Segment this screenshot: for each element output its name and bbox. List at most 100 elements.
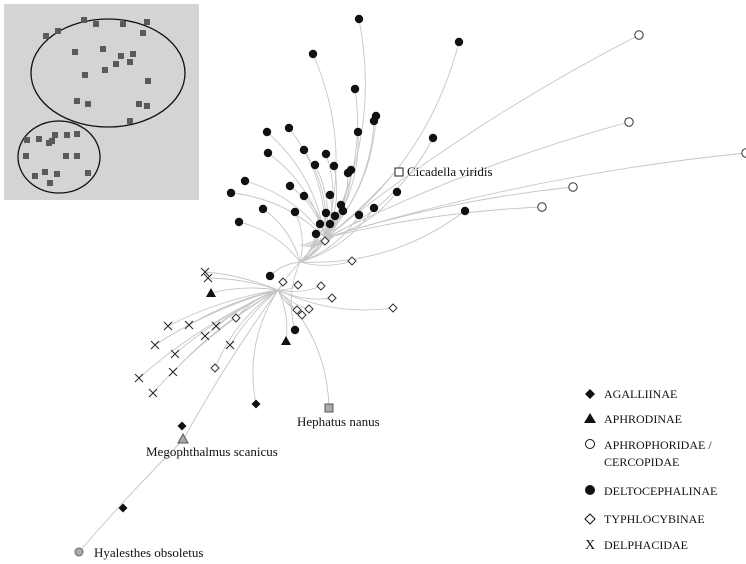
deltocephalinae-node xyxy=(460,206,470,216)
delphacidae-node xyxy=(203,273,213,283)
inset-taxon-square xyxy=(144,103,150,109)
tree-branch xyxy=(138,289,279,379)
tree-branch xyxy=(244,180,326,239)
delphacidae-node xyxy=(211,321,221,331)
deltocephalinae-node xyxy=(308,49,318,59)
tree-branch xyxy=(277,289,394,311)
megophthalmus-scanicus-node xyxy=(177,432,189,444)
deltocephalinae-node xyxy=(240,176,250,186)
legend-label-aphrophoridae: APHROPHORIDAE / xyxy=(604,438,712,452)
inset-taxon-square xyxy=(127,118,133,124)
deltocephalinae-node xyxy=(226,188,236,198)
inset-large-cluster-ellipse xyxy=(30,18,186,128)
deltocephalinae-node xyxy=(338,206,348,216)
tree-branch xyxy=(299,207,375,263)
legend-filled-triangle-icon xyxy=(584,413,596,423)
deltocephalinae-node xyxy=(325,219,335,229)
deltocephalinae-node xyxy=(258,204,268,214)
legend-open-diamond-icon xyxy=(584,513,596,525)
deltocephalinae-node xyxy=(392,187,402,197)
delphacidae-node xyxy=(184,320,194,330)
typhlocybinae-node xyxy=(293,280,303,290)
typhlocybinae-node xyxy=(316,281,326,291)
inset-taxon-square xyxy=(42,169,48,175)
deltocephalinae-node xyxy=(290,207,300,217)
delphacidae-node xyxy=(150,340,160,350)
deltocephalinae-node xyxy=(263,148,273,158)
tree-branch xyxy=(277,285,322,292)
typhlocybinae-node xyxy=(320,236,330,246)
inset-taxon-square xyxy=(43,33,49,39)
hyalesthes-obsoletus-label: Hyalesthes obsoletus xyxy=(94,545,203,560)
deltocephalinae-node xyxy=(369,203,379,213)
inset-small-cluster-ellipse xyxy=(17,120,101,194)
deltocephalinae-node xyxy=(354,14,364,24)
deltocephalinae-node xyxy=(311,229,321,239)
deltocephalinae-node xyxy=(454,37,464,47)
inset-taxon-square xyxy=(49,138,55,144)
typhlocybinae-node xyxy=(278,277,288,287)
inset-taxon-square xyxy=(55,28,61,34)
typhlocybinae-node xyxy=(304,304,314,314)
delphacidae-node xyxy=(134,373,144,383)
aphrophoridae-node xyxy=(634,30,644,40)
inset-taxon-square xyxy=(144,19,150,25)
legend-label-cercopidae: CERCOPIDAE xyxy=(604,455,679,469)
legend-open-circle-icon xyxy=(585,439,595,449)
delphacidae-node xyxy=(168,367,178,377)
tree-branch xyxy=(207,277,279,291)
deltocephalinae-node xyxy=(350,84,360,94)
tree-branch xyxy=(152,289,279,394)
inset-taxon-square xyxy=(63,153,69,159)
tree-branch xyxy=(289,185,326,239)
deltocephalinae-node xyxy=(321,208,331,218)
tree-branch xyxy=(324,206,543,239)
typhlocybinae-node xyxy=(210,363,220,373)
tree-branch xyxy=(230,192,326,239)
tree-branch xyxy=(262,208,301,263)
legend-label-typhlocybinae: TYPHLOCYBINAE xyxy=(604,512,705,526)
inset-taxon-square xyxy=(47,180,53,186)
tree-branch xyxy=(154,289,279,346)
inset-taxon-square xyxy=(85,101,91,107)
inset-taxon-square xyxy=(130,51,136,57)
tree-branch xyxy=(288,127,326,239)
legend-filled-diamond-icon xyxy=(585,389,595,399)
inset-taxon-square xyxy=(127,59,133,65)
tree-branch xyxy=(78,439,184,553)
tree-branch xyxy=(277,289,288,342)
tree-branch xyxy=(299,210,466,263)
inset-taxon-square xyxy=(32,173,38,179)
inset-taxon-square xyxy=(74,98,80,104)
tree-branch xyxy=(210,287,279,294)
cicadella-viridis-node xyxy=(394,167,404,177)
aphrophoridae-node xyxy=(624,117,634,127)
legend-cross-icon: X xyxy=(585,538,595,553)
inset-taxon-square xyxy=(93,21,99,27)
inset-taxon-square xyxy=(118,53,124,59)
inset-taxon-square xyxy=(136,101,142,107)
legend-label-delphacidae: DELPHACIDAE xyxy=(604,538,688,552)
delphacidae-node xyxy=(200,267,210,277)
inset-taxon-square xyxy=(72,49,78,55)
delphacidae-node xyxy=(200,331,210,341)
tree-branch xyxy=(229,289,279,346)
deltocephalinae-node xyxy=(234,217,244,227)
inset-taxon-square xyxy=(74,131,80,137)
aphrophoridae-node xyxy=(537,202,547,212)
legend-label-deltocephalinae: DELTOCEPHALINAE xyxy=(604,484,717,498)
aphrodinae-node xyxy=(206,288,216,297)
tree-branch xyxy=(324,121,630,239)
aphrophoridae-node xyxy=(741,148,746,158)
inset-taxon-square xyxy=(140,30,146,36)
inset-taxon-square xyxy=(120,21,126,27)
inset-taxon-square xyxy=(113,61,119,67)
tree-branch xyxy=(277,289,310,310)
tree-branch xyxy=(299,223,331,263)
deltocephalinae-node xyxy=(285,181,295,191)
deltocephalinae-node xyxy=(315,219,325,229)
deltocephalinae-node xyxy=(343,168,353,178)
legend-label-agalliinae: AGALLIINAE xyxy=(604,387,677,401)
agalliinae-node xyxy=(118,503,128,513)
